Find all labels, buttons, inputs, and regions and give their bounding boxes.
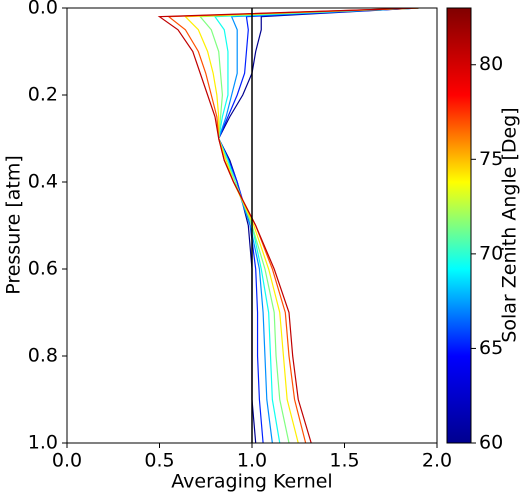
profile-line [167, 8, 419, 443]
profile-line [218, 8, 419, 443]
profile-line [157, 8, 419, 443]
colorbar-tick-label: 65 [479, 337, 503, 359]
colorbar [446, 7, 472, 444]
y-tick-label: 1.0 [28, 432, 58, 454]
colorbar-tick-label: 60 [479, 432, 503, 454]
x-tick-label: 1.0 [237, 450, 267, 472]
y-tick-label: 0.8 [28, 345, 58, 367]
plot-lines [157, 8, 419, 443]
x-tick-label: 0.0 [52, 450, 82, 472]
colorbar-label: Solar Zenith Angle [Deg] [499, 107, 521, 342]
x-axis-label: Averaging Kernel [171, 471, 332, 493]
y-tick-label: 0.2 [28, 84, 58, 106]
y-tick-label: 0.0 [28, 0, 58, 19]
x-tick-label: 2.0 [422, 450, 452, 472]
profile-line [184, 8, 419, 443]
profile-line [198, 8, 419, 443]
colorbar-tick-label: 75 [479, 148, 503, 170]
x-tick-label: 1.5 [329, 450, 359, 472]
colorbar-tick-label: 70 [479, 242, 503, 264]
y-tick-label: 0.4 [28, 171, 58, 193]
profile-line [213, 8, 419, 443]
y-tick-label: 0.6 [28, 258, 58, 280]
colorbar-tick-label: 80 [479, 53, 503, 75]
y-axis-label: Pressure [atm] [3, 155, 25, 295]
x-tick-label: 0.5 [144, 450, 174, 472]
